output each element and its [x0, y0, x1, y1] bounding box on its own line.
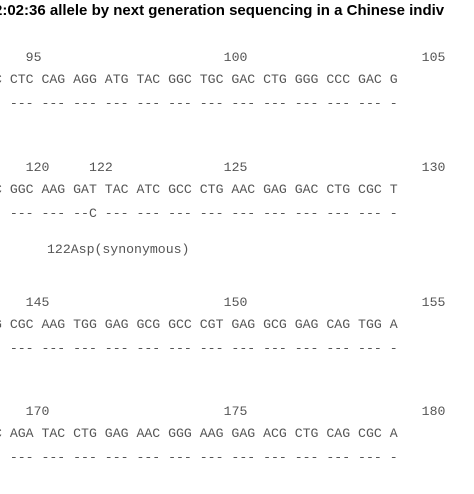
position-number: 145: [25, 295, 50, 310]
position-number: 170: [25, 404, 50, 419]
reference-sequence: C GGC AAG GAT TAC ATC GCC CTG AAC GAG GA…: [0, 182, 398, 197]
reference-sequence: G CGC AAG TGG GAG GCG GCC CGT GAG GCG GA…: [0, 317, 398, 332]
comparison-line: - --- --- --- --- --- --- --- --- --- --…: [0, 450, 398, 465]
position-number: 125: [223, 160, 248, 175]
comparison-line: - --- --- --C --- --- --- --- --- --- --…: [0, 206, 398, 221]
position-number: 155: [421, 295, 446, 310]
reference-sequence: C AGA TAC CTG GAG AAC GGG AAG GAG ACG CT…: [0, 426, 398, 441]
position-number: 105: [421, 50, 446, 65]
comparison-line: - --- --- --- --- --- --- --- --- --- --…: [0, 96, 398, 111]
position-number: 175: [223, 404, 248, 419]
variant-annotation: 122Asp(synonymous): [47, 242, 190, 257]
reference-sequence: C CTC CAG AGG ATG TAC GGC TGC GAC CTG GG…: [0, 72, 398, 87]
figure-title: 2:02:36 allele by next generation sequen…: [0, 0, 474, 24]
position-number: 100: [223, 50, 248, 65]
position-number: 95: [25, 50, 42, 65]
figure-title-text: 2:02:36 allele by next generation sequen…: [0, 2, 445, 19]
sequence-block-4: 170 175 180 C AGA TAC CTG GAG AAC GGG AA…: [0, 404, 474, 494]
sequence-block-2: 120 122 125 130 C GGC AAG GAT TAC ATC GC…: [0, 160, 474, 257]
sequence-block-1: 95 100 105 C CTC CAG AGG ATG TAC GGC TGC…: [0, 50, 474, 140]
position-number: 120: [25, 160, 50, 175]
position-number: 130: [421, 160, 446, 175]
position-number: 122: [89, 160, 113, 175]
position-number: 150: [223, 295, 248, 310]
comparison-line: - --- --- --- --- --- --- --- --- --- --…: [0, 341, 398, 356]
sequence-block-3: 145 150 155 G CGC AAG TGG GAG GCG GCC CG…: [0, 295, 474, 385]
position-number: 180: [421, 404, 446, 419]
